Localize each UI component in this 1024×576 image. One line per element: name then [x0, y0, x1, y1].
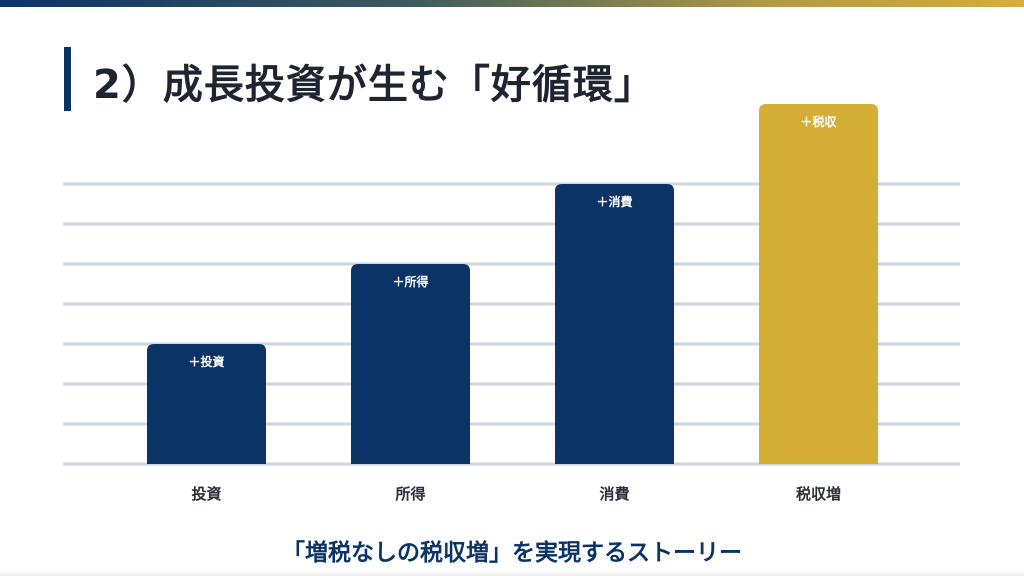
slide-subtitle: 「増税なしの税収増」を実現するストーリー	[282, 540, 742, 566]
bar-label: ＋所得	[392, 274, 428, 289]
category-label: 消費	[599, 485, 629, 503]
bar-2	[351, 264, 470, 464]
title-accent-bar	[64, 47, 71, 111]
bar-label: ＋投資	[188, 354, 224, 369]
bar-1	[147, 344, 266, 464]
bar-4	[759, 104, 878, 464]
category-label: 投資	[191, 485, 221, 503]
category-label: 所得	[395, 485, 425, 503]
category-label: 税収増	[796, 485, 841, 503]
category-labels: 投資 所得 消費 税収増	[191, 485, 841, 503]
bars: ＋投資 ＋所得 ＋消費 ＋税収	[147, 104, 878, 464]
bar-label: ＋税収	[800, 114, 837, 129]
top-gradient-bar	[0, 0, 1024, 7]
slide-title: 2）成長投資が生む「好循環」	[93, 62, 655, 108]
bar-3	[555, 184, 674, 464]
footer-shade	[0, 570, 1024, 576]
bar-label: ＋消費	[596, 194, 632, 209]
